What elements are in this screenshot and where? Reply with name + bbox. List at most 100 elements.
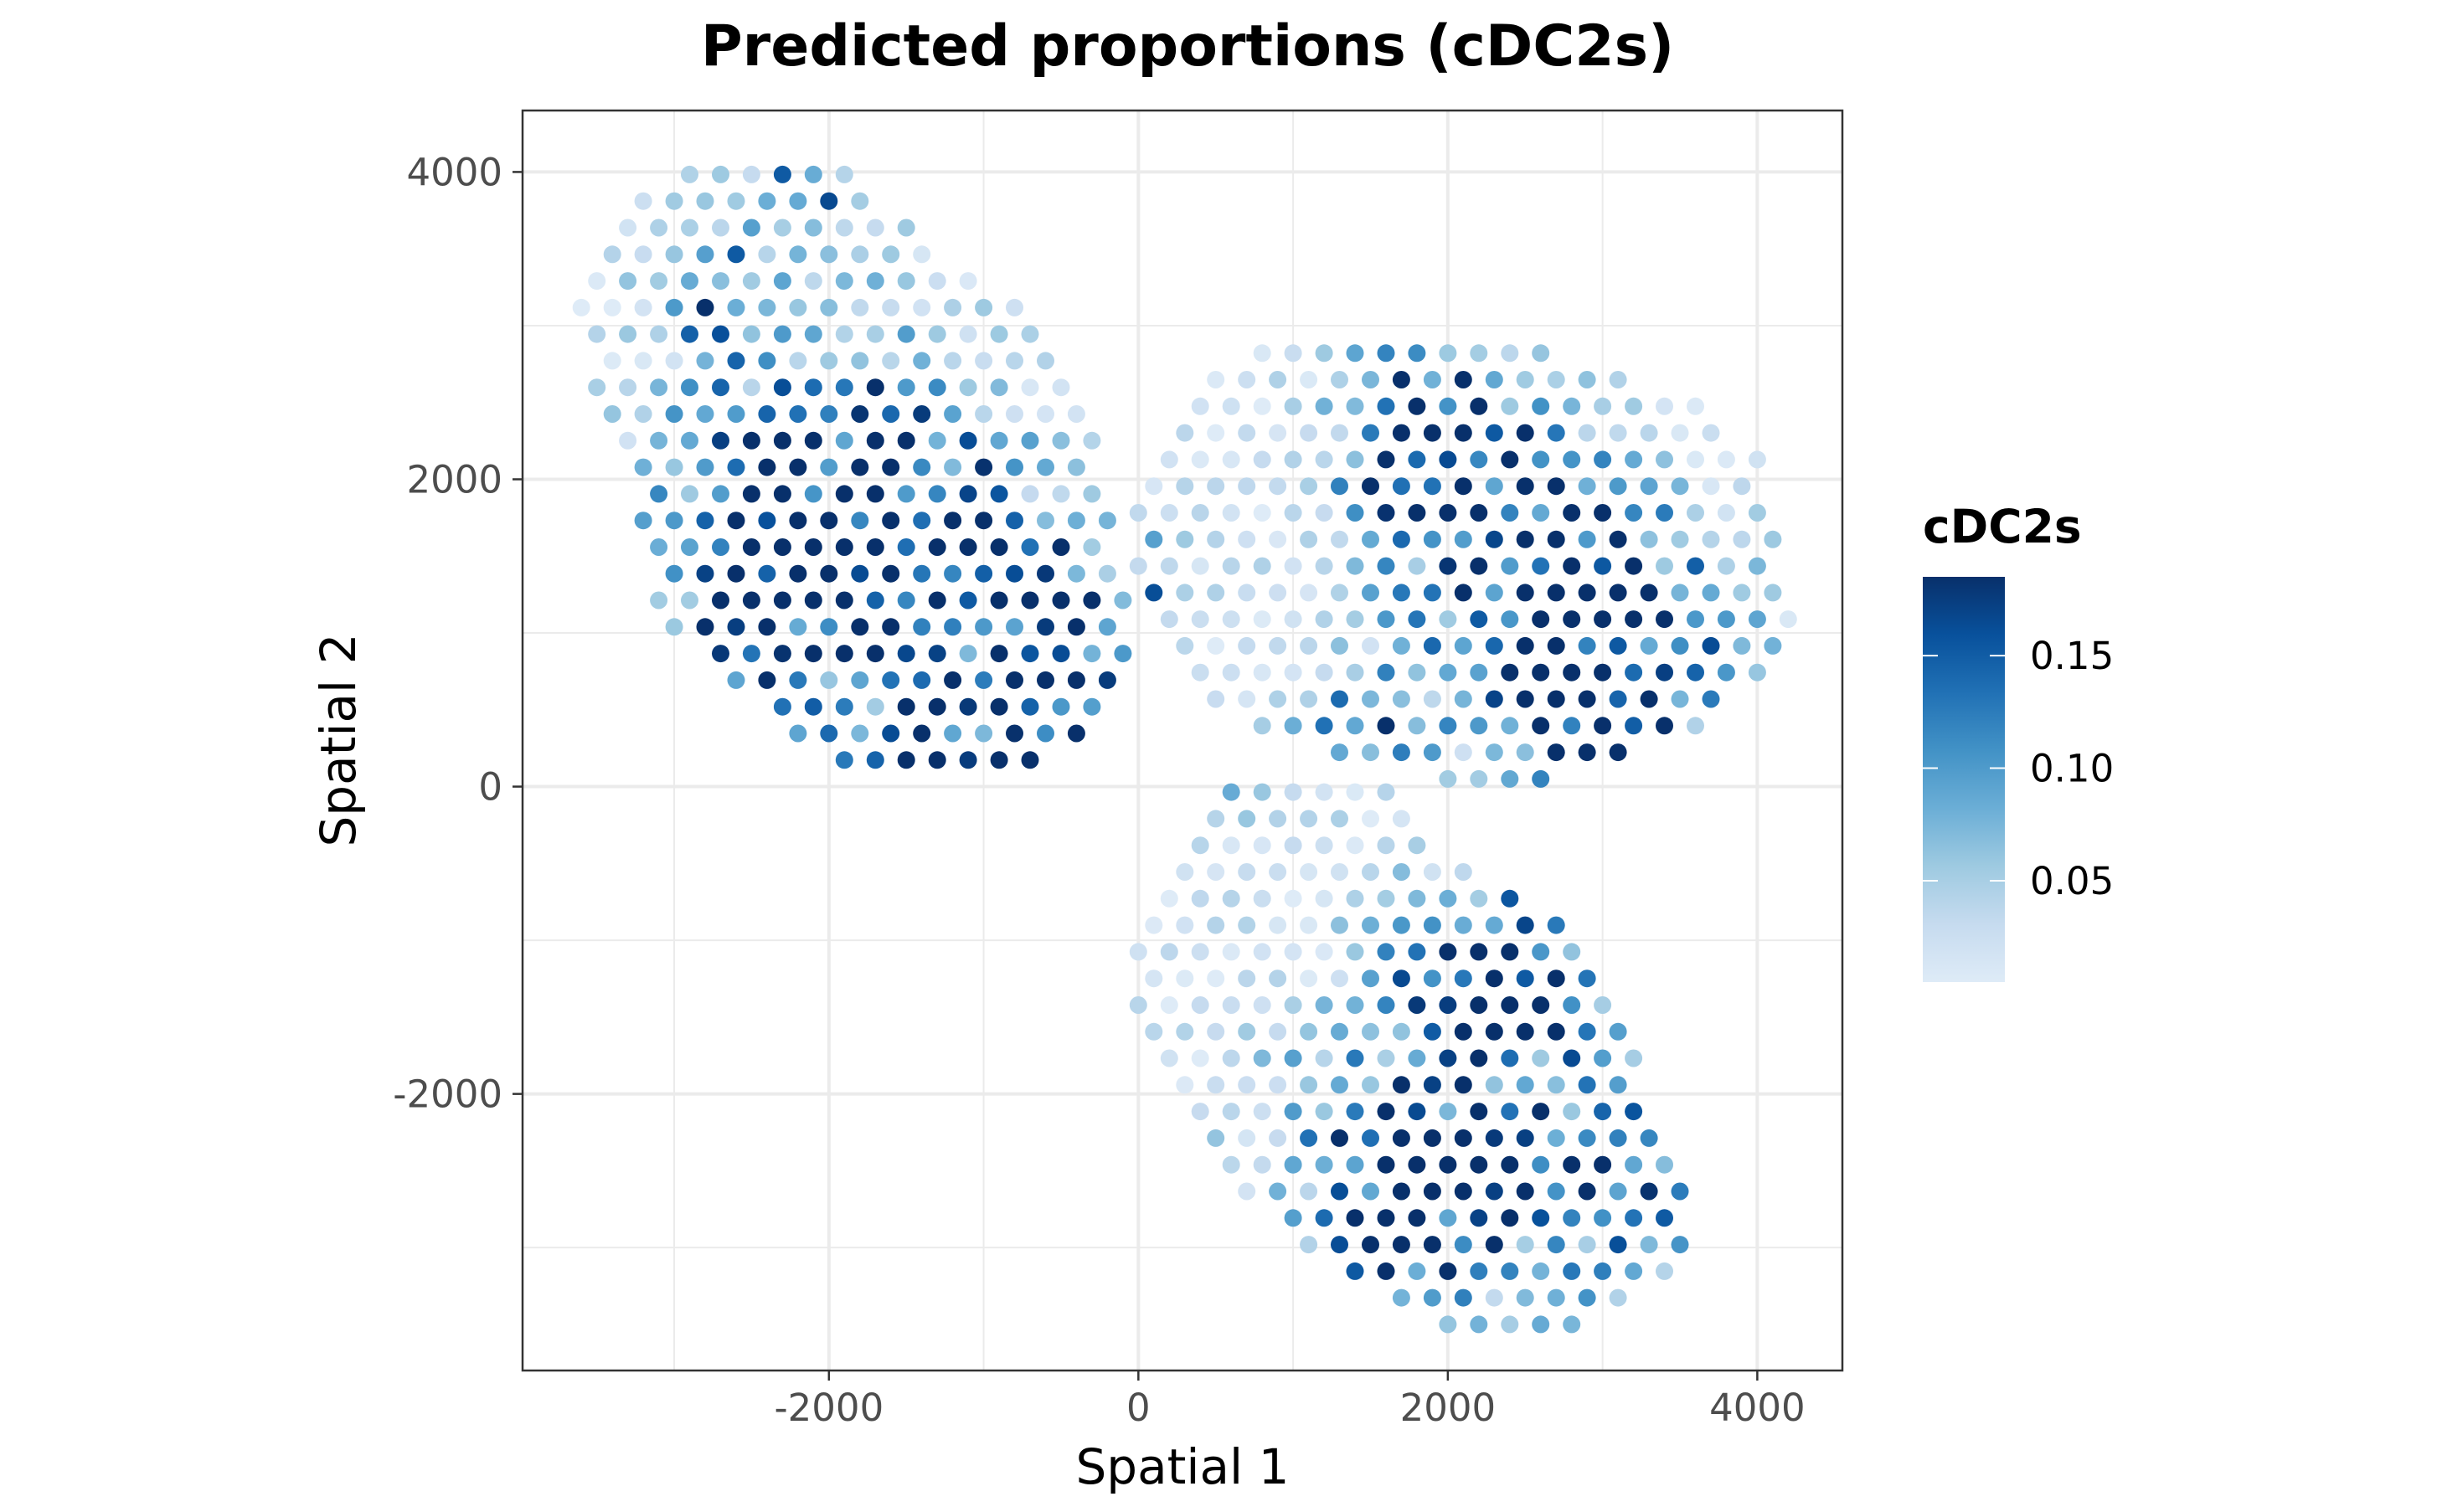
spot-point [727, 458, 745, 476]
spot-point [1640, 477, 1658, 496]
spot-point [1315, 1209, 1333, 1227]
spot-point [804, 485, 822, 503]
spot-point [1006, 352, 1023, 370]
spot-point [897, 538, 915, 556]
spot-point [1315, 783, 1333, 801]
spot-point [1609, 1022, 1627, 1041]
spot-point [1609, 743, 1627, 762]
spot-point [820, 458, 838, 476]
spot-point [1222, 504, 1240, 522]
spot-point [1594, 557, 1612, 575]
spot-point [1300, 1182, 1318, 1201]
spot-point [1516, 424, 1534, 442]
spot-point [959, 378, 977, 397]
spot-point [1439, 610, 1457, 629]
spot-point [696, 564, 714, 583]
spot-point [1532, 996, 1550, 1014]
spot-point [866, 325, 884, 343]
spot-point [1315, 557, 1333, 575]
spot-point [944, 298, 962, 316]
spot-point [1563, 1315, 1581, 1334]
spot-point [1284, 717, 1302, 735]
spot-point [1408, 663, 1426, 681]
spot-point [1454, 1022, 1472, 1041]
spot-point [603, 245, 621, 264]
spot-point [1485, 371, 1503, 388]
spot-point [1470, 610, 1488, 629]
spot-point [1315, 996, 1333, 1014]
spot-point [835, 165, 853, 183]
spot-point [1547, 1022, 1565, 1041]
spot-point [1222, 1049, 1240, 1067]
spot-point [1083, 431, 1101, 450]
spot-point [882, 458, 900, 476]
spot-point [897, 431, 915, 450]
spot-point [866, 378, 884, 397]
spot-point [835, 431, 853, 450]
spot-point [1408, 889, 1426, 908]
spot-point [1191, 943, 1209, 961]
spot-point [1516, 584, 1534, 602]
spot-point [1331, 530, 1348, 548]
spot-point [1362, 424, 1379, 442]
spot-point [1176, 1076, 1194, 1094]
spot-point [1331, 1236, 1348, 1254]
spot-point [1454, 1288, 1472, 1307]
spot-point [1671, 690, 1689, 708]
x-tick-label: 2000 [1400, 1386, 1497, 1430]
spot-point [773, 378, 791, 397]
spot-point [1331, 1129, 1348, 1147]
spot-point [882, 671, 900, 689]
spot-point [1037, 724, 1054, 743]
spot-point [1269, 969, 1287, 988]
spot-point [1594, 1103, 1612, 1121]
spot-point [1609, 584, 1627, 602]
spot-point [1284, 943, 1302, 961]
spot-point [1408, 1262, 1426, 1280]
spot-point [1687, 610, 1704, 629]
spot-point [650, 431, 668, 450]
spot-point [1625, 397, 1643, 415]
spot-point [1331, 863, 1348, 881]
spot-point [1253, 836, 1271, 855]
spot-point [1671, 636, 1689, 655]
spot-point [975, 512, 993, 530]
spot-point [1408, 344, 1426, 363]
spot-point [1501, 1262, 1519, 1280]
spot-point [1006, 671, 1023, 689]
spot-point [1501, 769, 1519, 788]
spot-point [959, 485, 977, 503]
spot-point [1578, 530, 1596, 548]
spot-point [1362, 1076, 1379, 1094]
spot-point [789, 512, 807, 530]
y-tick-label: 2000 [406, 457, 502, 501]
spot-point [1733, 530, 1751, 548]
spot-point [1067, 618, 1085, 636]
spot-point [742, 165, 760, 183]
spot-point [603, 405, 621, 423]
spot-point [1594, 450, 1612, 469]
spot-point [1609, 1076, 1627, 1094]
spot-point [1594, 504, 1612, 522]
spot-point [1392, 636, 1410, 655]
spot-point [712, 165, 729, 183]
spot-point [1114, 591, 1132, 609]
spot-point [1547, 916, 1565, 934]
spot-point [820, 512, 838, 530]
spot-point [804, 165, 822, 183]
spot-point [1284, 1209, 1302, 1227]
spot-point [959, 272, 977, 291]
spot-point [1145, 1022, 1163, 1041]
spot-point [1362, 1236, 1379, 1254]
spot-point [1346, 717, 1364, 735]
spot-point [1284, 1155, 1302, 1174]
spot-point [665, 564, 683, 583]
spot-point [1547, 530, 1565, 548]
spot-point [1037, 405, 1054, 423]
spot-point [634, 405, 652, 423]
spot-point [681, 165, 698, 183]
spot-point [1485, 424, 1503, 442]
spot-point [1083, 697, 1101, 716]
spot-point [1377, 717, 1395, 735]
